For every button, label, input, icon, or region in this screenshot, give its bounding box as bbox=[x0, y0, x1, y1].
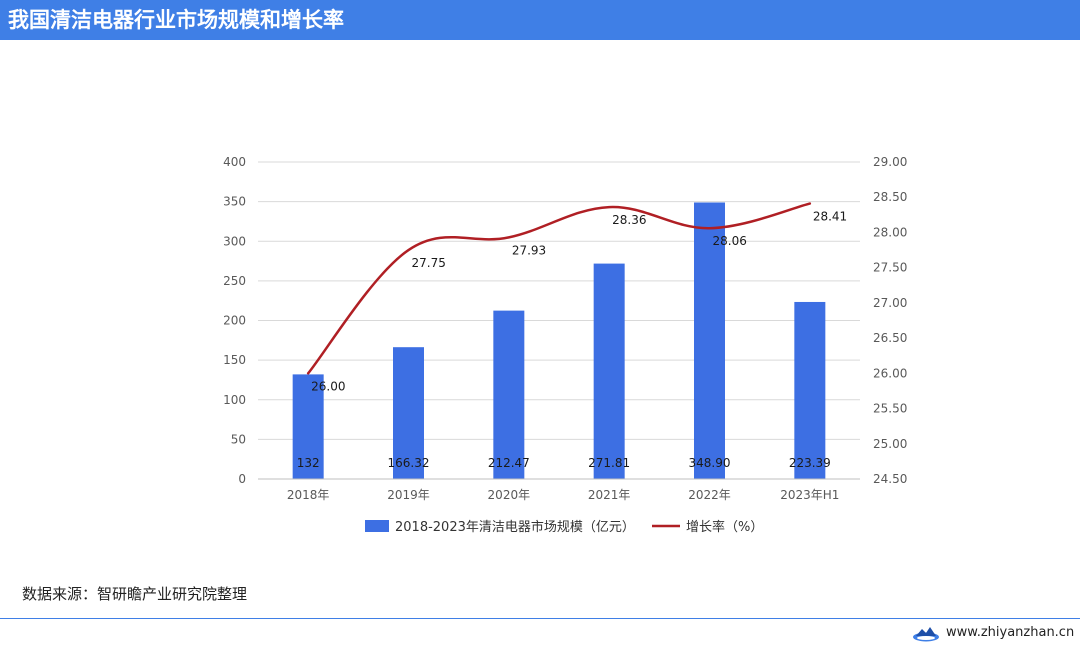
y-right-tick-label: 28.00 bbox=[873, 225, 907, 239]
company-logo-icon bbox=[913, 627, 939, 642]
growth-rate-line bbox=[306, 202, 812, 375]
legend-line-label: 增长率（%） bbox=[686, 519, 763, 535]
legend: 2018-2023年清洁电器市场规模（亿元） 增长率（%） bbox=[365, 519, 763, 535]
header-bar: 我国清洁电器行业市场规模和增长率 bbox=[0, 0, 1080, 40]
bar bbox=[794, 301, 826, 479]
data-labels: 132 166.32 212.47 271.81 348.90 223.39 26.00 27… bbox=[297, 210, 847, 470]
line-value-label: 28.36 bbox=[612, 213, 646, 227]
footer-divider bbox=[0, 618, 1080, 619]
y-right-tick-label: 24.50 bbox=[873, 472, 907, 486]
y-left-tick-label: 400 bbox=[223, 155, 246, 169]
y-left-tick-label: 50 bbox=[231, 432, 246, 446]
x-tick-label: 2018年 bbox=[287, 488, 330, 502]
y-right-tick-label: 27.00 bbox=[873, 296, 907, 310]
axes: 0 50 100 150 200 250 300 350 400 24.50 25.00 25.50 2… bbox=[223, 155, 907, 502]
y-right-tick-label: 28.50 bbox=[873, 190, 907, 204]
bar-value-label: 132 bbox=[297, 456, 320, 470]
y-left-tick-label: 300 bbox=[223, 234, 246, 248]
y-right-tick-label: 26.00 bbox=[873, 366, 907, 380]
y-left-tick-label: 350 bbox=[223, 195, 246, 209]
bar-value-label: 271.81 bbox=[588, 456, 630, 470]
y-left-tick-label: 0 bbox=[238, 472, 246, 486]
bar-value-label: 212.47 bbox=[488, 456, 530, 470]
line-value-label: 26.00 bbox=[311, 379, 345, 393]
bar bbox=[292, 374, 324, 479]
legend-bar-label: 2018-2023年清洁电器市场规模（亿元） bbox=[395, 519, 635, 535]
bar bbox=[694, 202, 725, 479]
x-tick-label: 2023年H1 bbox=[780, 488, 839, 502]
line-value-label: 28.06 bbox=[713, 234, 747, 248]
bar-value-label: 223.39 bbox=[789, 456, 831, 470]
y-right-tick-label: 27.50 bbox=[873, 261, 907, 275]
bar bbox=[593, 263, 625, 479]
page-title: 我国清洁电器行业市场规模和增长率 bbox=[8, 8, 344, 32]
y-right-tick-label: 29.00 bbox=[873, 155, 907, 169]
x-tick-label: 2022年 bbox=[688, 488, 731, 502]
y-left-tick-label: 250 bbox=[223, 274, 246, 288]
bar-value-label: 166.32 bbox=[388, 456, 430, 470]
y-left-tick-label: 100 bbox=[223, 393, 246, 407]
x-tick-label: 2021年 bbox=[588, 488, 631, 502]
bar-value-label: 348.90 bbox=[689, 456, 731, 470]
y-right-tick-label: 25.50 bbox=[873, 402, 907, 416]
y-left-tick-label: 150 bbox=[223, 353, 246, 367]
y-right-tick-label: 25.00 bbox=[873, 437, 907, 451]
website-url: www.zhiyanzhan.cn bbox=[946, 625, 1075, 640]
gridlines bbox=[258, 161, 860, 480]
line-value-label: 27.75 bbox=[412, 256, 446, 270]
bar bbox=[393, 347, 424, 479]
x-tick-label: 2019年 bbox=[387, 488, 430, 502]
line-value-label: 28.41 bbox=[813, 210, 847, 224]
legend-bar-swatch bbox=[365, 520, 389, 532]
data-source-note: 数据来源：智研瞻产业研究院整理 bbox=[22, 585, 248, 603]
line-series bbox=[306, 202, 812, 375]
bar bbox=[493, 310, 525, 479]
x-tick-label: 2020年 bbox=[488, 488, 531, 502]
bar-series bbox=[292, 202, 826, 479]
y-left-tick-label: 200 bbox=[223, 314, 246, 328]
y-right-tick-label: 26.50 bbox=[873, 331, 907, 345]
line-value-label: 27.93 bbox=[512, 243, 546, 257]
